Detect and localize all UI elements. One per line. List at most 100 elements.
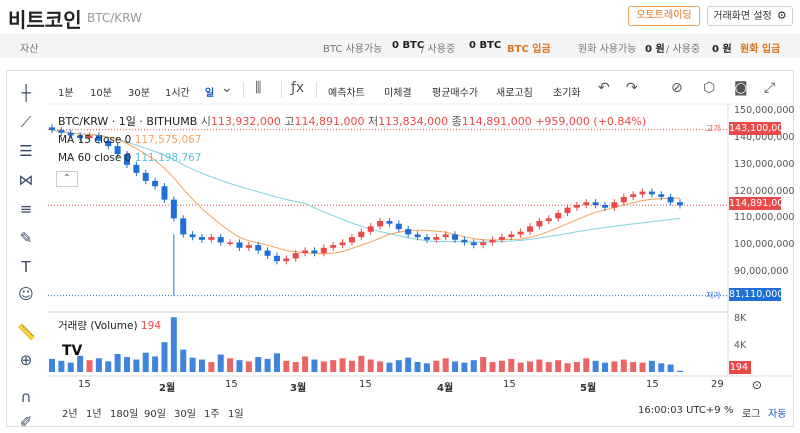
candle-body — [442, 234, 449, 238]
price-tick-label: 110,000,000 — [734, 212, 795, 224]
candle-body — [123, 154, 130, 165]
range-1y[interactable]: 1년 — [86, 409, 102, 420]
magnet-icon[interactable]: ∩ — [20, 388, 32, 406]
volume-bar — [283, 360, 290, 372]
ma60-value: 111,198,767 — [134, 152, 202, 164]
krw-deposit-link[interactable]: 원화 입금 — [740, 44, 781, 55]
volume-bar — [339, 358, 346, 372]
candle-body — [142, 172, 149, 181]
krw-using-label: / 사용중 — [666, 44, 701, 55]
auto-trade-button[interactable]: 오토트레이딩 — [628, 6, 700, 26]
pattern-icon[interactable]: ⋈ — [18, 171, 34, 189]
screen-settings-button[interactable]: 거래화면 설정 ⚙ — [707, 6, 793, 26]
camera-icon[interactable]: ◙ — [734, 80, 748, 96]
utc-clock: 16:00:03 UTC+9 — [638, 405, 721, 416]
redo-icon[interactable]: ↷ — [626, 80, 638, 96]
volume-bar — [470, 360, 477, 372]
candle-body — [292, 253, 299, 259]
percent-toggle[interactable]: % — [724, 405, 734, 416]
time-tick-label: 15 — [503, 379, 516, 390]
candle-body — [198, 237, 205, 240]
ruler-icon[interactable]: 📏 — [17, 323, 36, 341]
trend-line-icon[interactable]: ⟋ — [20, 113, 32, 131]
time-tick-label: 4월 — [437, 383, 454, 394]
axis-settings-icon[interactable]: ⊙ — [752, 378, 763, 392]
log-toggle[interactable]: 로그 — [742, 409, 761, 420]
undo-icon[interactable]: ↶ — [598, 80, 610, 96]
candle-body — [545, 218, 552, 222]
ohlc-legend: BTC/KRW · 1일 · BITHUMB 시113,932,000 고114… — [58, 113, 646, 129]
fib-icon[interactable]: ≡ — [19, 200, 33, 218]
assets-label: 자산 — [20, 44, 39, 55]
volume-bar — [545, 362, 552, 372]
chart-frame — [6, 70, 794, 427]
brush-icon[interactable]: ✎ — [19, 229, 33, 247]
ma15-legend: MA 15 close 0 117,575,067 — [58, 134, 202, 146]
crosshair-icon[interactable]: ┼ — [21, 84, 31, 102]
interval-1h[interactable]: 1시간 — [165, 88, 190, 99]
range-180d[interactable]: 180일 — [110, 409, 139, 420]
settings-hex-icon[interactable]: ⬡ — [703, 80, 716, 96]
indicator-fx-icon[interactable]: ƒx — [291, 80, 305, 96]
forecast-chart-button[interactable]: 예측차트 — [328, 88, 365, 99]
text-icon[interactable]: T — [21, 258, 31, 276]
volume-bar — [517, 362, 524, 372]
ma60-label: MA 60 close 0 — [58, 152, 132, 164]
current-price-tag: 114,891,000 — [729, 197, 790, 210]
volume-bar — [198, 359, 205, 372]
volume-bar — [367, 359, 374, 372]
chart-search-icon[interactable]: ⊘ — [671, 80, 683, 96]
reset-button[interactable]: 초기화 — [553, 88, 581, 99]
high-tag-label: 고가 — [706, 124, 721, 133]
avg-buy-price-button[interactable]: 평균매수가 — [432, 88, 478, 99]
range-30d[interactable]: 30일 — [174, 409, 196, 420]
pencil-lock-icon[interactable]: ✐ — [19, 413, 33, 431]
time-tick-label: 3월 — [290, 383, 307, 394]
candle-body — [105, 140, 112, 147]
low-label: 저 — [367, 115, 379, 128]
candle-body — [527, 226, 534, 232]
volume-tick-8k: 8K — [734, 313, 747, 324]
volume-bar — [133, 359, 140, 372]
emoji-icon[interactable]: ☺ — [18, 285, 34, 303]
refresh-button[interactable]: 새로고침 — [496, 88, 533, 99]
legend-collapse-button[interactable]: ⌃ — [56, 171, 78, 187]
candle-body — [208, 237, 215, 240]
candle-type-icon[interactable]: ⫼ — [255, 80, 262, 96]
interval-1m[interactable]: 1분 — [58, 88, 74, 99]
candle-body — [452, 234, 459, 240]
candle-body — [330, 245, 337, 248]
ma60-line — [51, 129, 681, 243]
candle-body — [339, 242, 346, 246]
range-1d[interactable]: 1일 — [228, 409, 244, 420]
candle-body — [536, 221, 543, 227]
auto-toggle[interactable]: 자동 — [768, 409, 787, 420]
volume-bar — [564, 363, 571, 372]
time-tick-label: 15 — [78, 379, 91, 390]
volume-bar — [320, 361, 327, 372]
price-tick-label: 140,000,000 — [734, 132, 795, 144]
candle-body — [667, 196, 674, 203]
volume-bar — [658, 363, 665, 372]
volume-bar — [86, 360, 93, 372]
fullscreen-icon[interactable]: ⤢ — [764, 80, 776, 96]
volume-tag: 194 — [729, 361, 751, 374]
open-orders-button[interactable]: 미체결 — [384, 88, 412, 99]
volume-bar — [433, 360, 440, 372]
volume-bar — [602, 362, 609, 372]
horizontal-lines-icon[interactable]: ☰ — [19, 142, 33, 160]
interval-10m[interactable]: 10분 — [90, 88, 112, 99]
candle-body — [592, 202, 599, 205]
volume-bar — [592, 360, 599, 372]
range-2y[interactable]: 2년 — [62, 409, 78, 420]
interval-1d[interactable]: 일 — [205, 88, 215, 99]
btc-deposit-link[interactable]: BTC 입금 — [507, 44, 551, 55]
range-90d[interactable]: 90일 — [144, 409, 166, 420]
chevron-down-icon[interactable]: ⌄ — [221, 80, 233, 96]
zoom-in-icon[interactable]: ⊕ — [19, 351, 33, 369]
interval-30m[interactable]: 30분 — [128, 88, 150, 99]
volume-bar — [58, 360, 65, 372]
volume-bar — [189, 357, 196, 372]
range-1w[interactable]: 1주 — [204, 409, 220, 420]
